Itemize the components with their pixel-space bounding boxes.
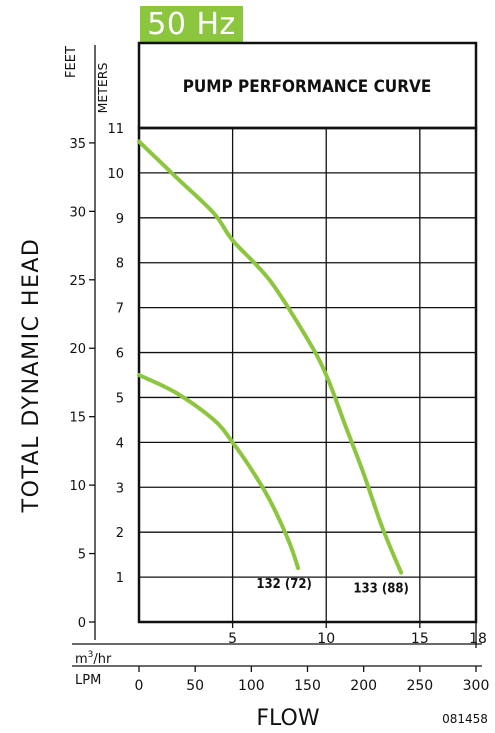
m3hr-tick-label: 18 <box>469 631 487 647</box>
feet-tick-label: 30 <box>69 205 86 220</box>
curve-label-133: 133 (88) <box>353 582 408 597</box>
lpm-tick-label: 250 <box>406 678 433 694</box>
feet-tick-label: 10 <box>69 479 86 494</box>
feet-tick-label: 35 <box>69 137 86 152</box>
lpm-tick-label: 200 <box>350 678 377 694</box>
meters-tick-label: 2 <box>116 526 124 541</box>
m3hr-tick-label: 10 <box>317 631 335 647</box>
meters-tick-label: 6 <box>116 347 124 362</box>
chart-title: PUMP PERFORMANCE CURVE <box>183 77 432 97</box>
lpm-tick-label: 300 <box>463 678 490 694</box>
meters-tick-label: 1 <box>116 571 124 586</box>
feet-tick-label: 5 <box>78 548 86 563</box>
feet-axis-label: FEET <box>64 46 79 78</box>
lpm-tick-label: 100 <box>238 678 265 694</box>
curves: 132 (72) 133 (88) <box>137 139 409 597</box>
feet-tick-label: 15 <box>69 411 86 426</box>
m3hr-tick-label: 5 <box>228 631 237 647</box>
meters-axis-label: METERS <box>95 63 110 114</box>
plot-area <box>137 126 478 624</box>
curve-133 <box>137 139 404 575</box>
frequency-badge: 50 Hz <box>140 6 243 43</box>
meters-tick-label: 10 <box>107 167 124 182</box>
m3hr-axis-label: m3/hr <box>75 650 112 667</box>
feet-axis: 0 5 10 15 20 25 30 35 <box>69 45 96 640</box>
x-axis-title: FLOW <box>256 706 319 731</box>
feet-tick-label: 20 <box>69 342 86 357</box>
lpm-tick-label: 150 <box>294 678 321 694</box>
grid-lines <box>139 128 476 622</box>
meters-tick-label: 8 <box>116 257 124 272</box>
meters-tick-label: 5 <box>116 391 124 406</box>
meters-tick-label: 7 <box>116 302 124 317</box>
curve-label-132: 132 (72) <box>256 577 311 592</box>
lpm-tick-label: 0 <box>135 678 144 694</box>
meters-axis: 1 2 3 4 5 6 7 8 9 10 11 <box>107 122 124 586</box>
feet-tick-label: 0 <box>78 616 86 631</box>
meters-tick-label: 4 <box>116 436 124 451</box>
meters-tick-label: 9 <box>116 212 124 227</box>
figure-code: 081458 <box>442 712 488 726</box>
curve-132 <box>137 373 301 571</box>
lpm-tick-label: 50 <box>186 678 204 694</box>
feet-tick-label: 25 <box>69 274 86 289</box>
meters-tick-label: 3 <box>116 481 124 496</box>
flow-axes: 5 10 15 18 0 50 100 150 200 250 300 <box>72 622 489 694</box>
m3hr-tick-label: 15 <box>411 631 429 647</box>
meters-tick-label: 11 <box>107 122 124 137</box>
lpm-axis-label: LPM <box>75 673 101 688</box>
y-axis-title: TOTAL DYNAMIC HEAD <box>19 238 44 514</box>
